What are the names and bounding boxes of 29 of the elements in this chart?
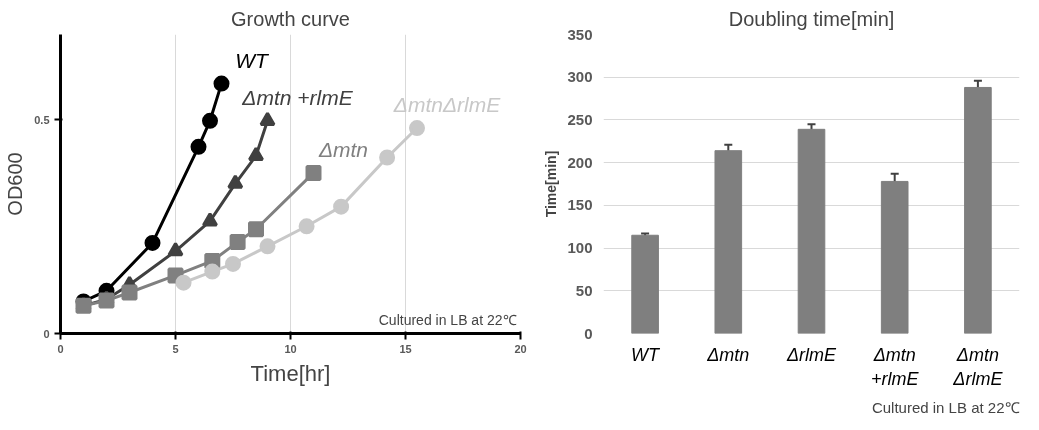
y-tick-label: 0 [584, 324, 593, 342]
y-tick-label: 100 [567, 239, 593, 257]
y-axis-title: OD600 [4, 152, 27, 216]
y-tick-label: 350 [567, 25, 593, 43]
x-tick-label: 15 [399, 342, 412, 355]
y-tick-label: 200 [567, 153, 593, 171]
y-tick-label: 250 [567, 110, 593, 128]
x-tick-label: Δmtn +rlmE [870, 344, 920, 389]
series-label: Δmtn [317, 137, 369, 161]
y-tick-label: 150 [567, 196, 593, 214]
chart-title: Doubling time[min] [728, 7, 895, 30]
x-tick-label: 0 [57, 342, 64, 355]
x-tick-label: 10 [284, 342, 297, 355]
annotation: Cultured in LB at 22℃ [378, 311, 517, 328]
x-tick-label: ΔrlmE [785, 344, 838, 365]
y-tick-label: 300 [567, 68, 593, 86]
x-tick-label: WT [631, 344, 662, 365]
x-tick-label: 5 [172, 342, 179, 355]
y-axis-title: Time[min] [543, 150, 560, 218]
y-tick-label: 50 [575, 281, 593, 299]
series-label: WT [235, 48, 270, 72]
x-axis-title: Time[hr] [250, 360, 331, 386]
chart-title: Growth curve [231, 7, 350, 30]
x-tick-label: Δmtn ΔrlmE [952, 344, 1004, 389]
x-tick-label: 20 [514, 342, 527, 355]
y-tick-label: 0.5 [34, 113, 50, 126]
text: Cultured in LB at 22℃ [871, 398, 1020, 416]
series-label: Δmtn +rlmE [241, 85, 354, 109]
x-tick-label: Δmtn [706, 344, 750, 365]
